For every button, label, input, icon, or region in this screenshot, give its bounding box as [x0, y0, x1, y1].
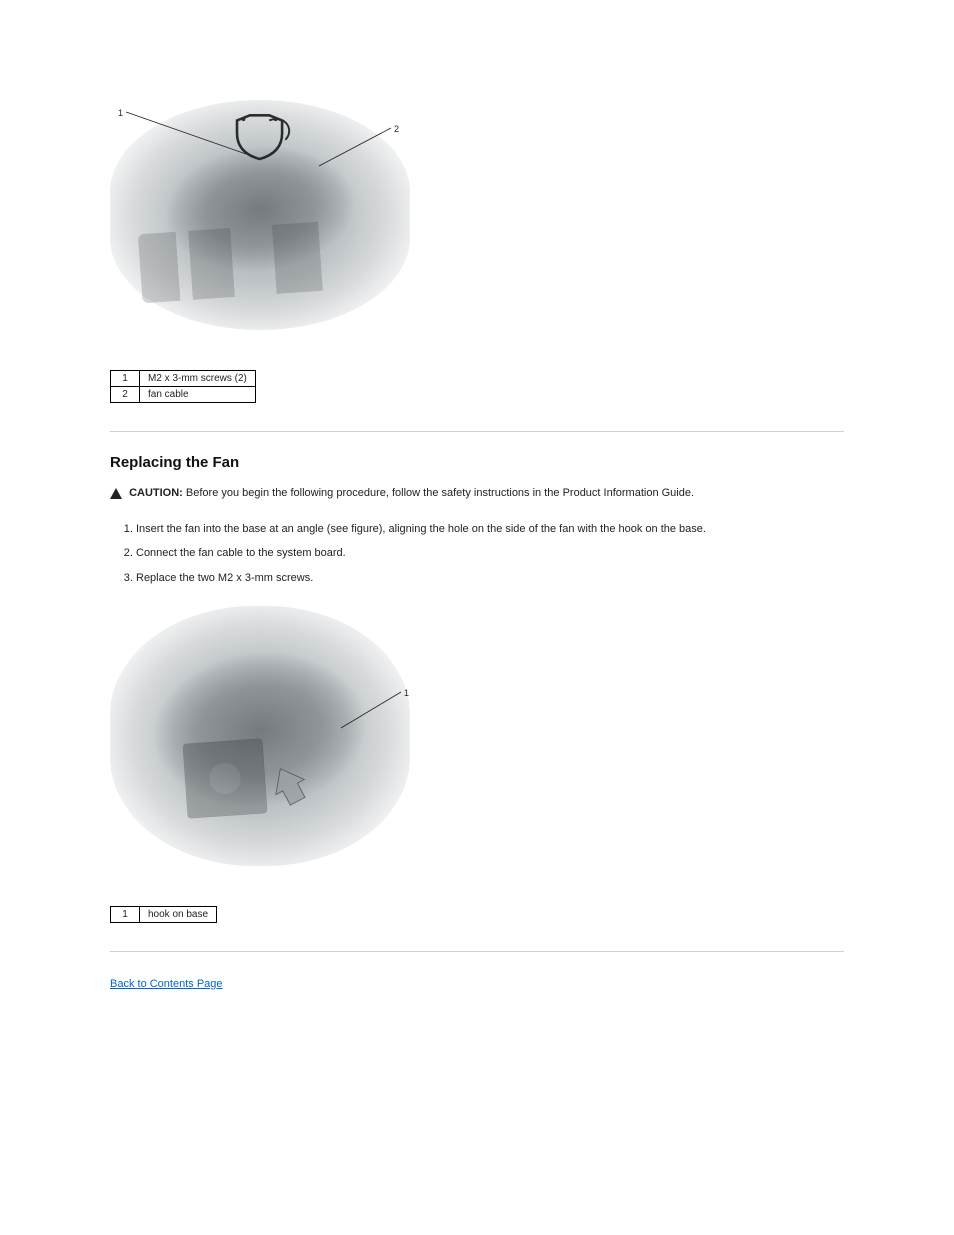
table-row: 1 M2 x 3-mm screws (2)	[111, 371, 256, 387]
legend-label: fan cable	[140, 387, 256, 403]
table-row: 2 fan cable	[111, 387, 256, 403]
figure2-legend-table: 1 hook on base	[110, 906, 217, 923]
figure1-legend-table: 1 M2 x 3-mm screws (2) 2 fan cable	[110, 370, 256, 403]
callout-number: 2	[394, 124, 399, 134]
fan-housing-hint	[182, 738, 267, 818]
legend-number: 1	[111, 906, 140, 922]
list-item: Replace the two M2 x 3-mm screws.	[136, 569, 844, 588]
caution-paragraph: CAUTION: Before you begin the following …	[110, 485, 844, 502]
table-row: 1 hook on base	[111, 906, 217, 922]
callout-number: 1	[118, 108, 123, 118]
callout-1: 1	[118, 108, 123, 118]
legend-number: 2	[111, 387, 140, 403]
callout-number: 1	[404, 688, 409, 698]
content-area: 1 2 1 M2 x 3-mm screws (2) 2 fan cabl	[0, 0, 954, 992]
figure-fan-removal: 1 2	[110, 100, 410, 330]
callout-2: 2	[394, 124, 399, 134]
page: 1 2 1 M2 x 3-mm screws (2) 2 fan cabl	[0, 0, 954, 1235]
caution-icon	[110, 488, 122, 499]
section-divider	[110, 951, 844, 952]
section-heading-replacing-fan: Replacing the Fan	[110, 454, 844, 471]
section-divider	[110, 431, 844, 432]
back-to-contents-link[interactable]: Back to Contents Page	[110, 978, 223, 990]
replacement-steps: Insert the fan into the base at an angle…	[110, 520, 844, 588]
rear-ports-hint	[138, 219, 352, 302]
list-item: Insert the fan into the base at an angle…	[136, 520, 844, 539]
insert-direction-arrow-icon	[266, 762, 312, 808]
legend-label: M2 x 3-mm screws (2)	[140, 371, 256, 387]
list-item: Connect the fan cable to the system boar…	[136, 544, 844, 563]
caution-label: CAUTION:	[129, 487, 183, 499]
legend-number: 1	[111, 371, 140, 387]
caution-text: Before you begin the following procedure…	[186, 487, 694, 499]
callout-1: 1	[404, 688, 409, 698]
figure-fan-replacement: 1	[110, 606, 410, 866]
legend-label: hook on base	[140, 906, 217, 922]
